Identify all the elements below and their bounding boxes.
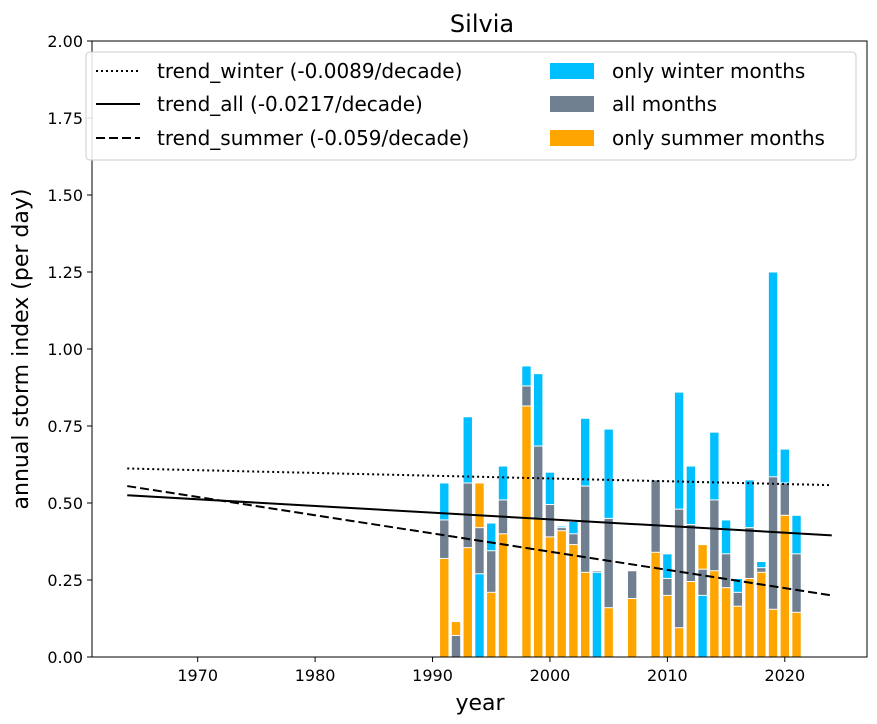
y-tick-label-1.50: 1.50 — [47, 186, 83, 205]
x-tick-label-1970: 1970 — [177, 666, 218, 685]
bar-summer-2003 — [579, 571, 591, 658]
bar-summer-1993 — [462, 547, 473, 658]
trend-line-all — [127, 494, 832, 537]
bar-winter-1994 — [474, 573, 485, 658]
legend-box — [85, 51, 857, 161]
y-tick-label-2.00: 2.00 — [47, 32, 83, 51]
x-tick-label-2000: 2000 — [530, 666, 571, 685]
bar-summer-2015 — [720, 587, 732, 658]
bar-summer-2019 — [767, 608, 779, 658]
bar-summer-2002 — [568, 544, 579, 658]
trend-line-summer — [127, 485, 832, 597]
x-axis-label: year — [455, 691, 505, 716]
y-axis-ticks: 0.00 0.25 0.50 0.75 1.00 1.25 1.50 1.75 2.00 — [47, 32, 92, 667]
y-tick-label-1.75: 1.75 — [47, 109, 83, 128]
bar-summer-2000 — [544, 536, 556, 658]
legend-label-trend-all: trend_all (-0.0217/decade) — [157, 92, 423, 116]
legend-swatch-winter — [550, 63, 594, 79]
y-tick-label-0.25: 0.25 — [47, 571, 83, 590]
y-tick-label-1.25: 1.25 — [47, 263, 83, 282]
y-tick-label-1.00: 1.00 — [47, 340, 83, 359]
x-tick-label-1990: 1990 — [412, 666, 453, 685]
legend-label-trend-winter: trend_winter (-0.0089/decade) — [157, 59, 462, 83]
bar-all-1992 — [450, 634, 462, 658]
bar-summer-2014 — [709, 570, 720, 658]
legend: trend_winter (-0.0089/decade) trend_all (… — [85, 51, 857, 161]
legend-swatch-all — [550, 96, 594, 112]
bar-summer-1991 — [439, 557, 450, 658]
x-axis-ticks: 1970 1980 1990 2000 2010 2020 — [177, 657, 805, 685]
trend-layer — [127, 467, 832, 597]
y-tick-label-0.75: 0.75 — [47, 417, 83, 436]
bar-summer-2021 — [791, 611, 802, 658]
legend-label-trend-summer: trend_summer (-0.059/decade) — [157, 126, 469, 150]
bar-summer-2012 — [685, 581, 697, 658]
bar-summer-2011 — [673, 627, 685, 658]
bar-summer-1999 — [533, 517, 544, 658]
bar-summer-2007 — [626, 597, 638, 658]
bar-summer-1998 — [521, 405, 532, 658]
bar-winter-2004 — [591, 571, 603, 658]
bar-summer-2005 — [603, 607, 614, 658]
legend-label-all: all months — [612, 92, 717, 116]
legend-label-summer: only summer months — [612, 126, 825, 150]
y-axis-label: annual storm index (per day) — [9, 189, 34, 510]
chart-title: Silvia — [450, 10, 514, 38]
legend-label-winter: only winter months — [612, 59, 805, 83]
legend-swatch-summer — [550, 130, 594, 146]
y-tick-label-0.00: 0.00 — [47, 648, 83, 667]
x-tick-label-1980: 1980 — [295, 666, 336, 685]
x-tick-label-2010: 2010 — [647, 666, 688, 685]
bar-winter-2013 — [697, 594, 708, 658]
bar-summer-2010 — [662, 594, 673, 658]
bar-summer-2016 — [732, 605, 744, 658]
bar-summer-2001 — [556, 530, 567, 658]
bars-layer — [439, 271, 802, 658]
bar-summer-2020 — [779, 514, 790, 658]
bar-summer-1995 — [486, 591, 497, 658]
y-tick-label-0.50: 0.50 — [47, 494, 83, 513]
x-tick-label-2020: 2020 — [764, 666, 805, 685]
bar-summer-1996 — [497, 533, 509, 658]
bar-summer-2017 — [744, 577, 755, 658]
